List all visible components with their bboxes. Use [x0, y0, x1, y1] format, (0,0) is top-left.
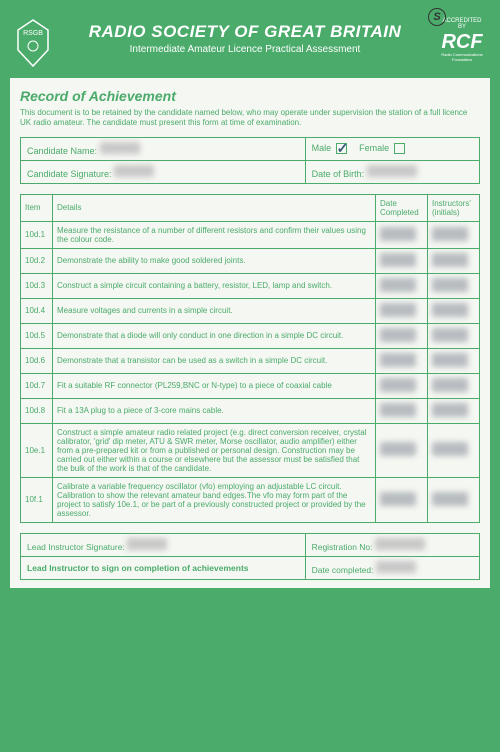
table-row: 10d.8Fit a 13A plug to a piece of 3-core…: [21, 398, 480, 423]
item-date: [376, 477, 428, 522]
item-initials: [428, 398, 480, 423]
table-row: 10f.1Calibrate a variable frequency osci…: [21, 477, 480, 522]
item-detail: Measure voltages and currents in a simpl…: [53, 298, 376, 323]
rcf-subtext: Radio Communications Foundation: [438, 52, 486, 62]
item-initials: [428, 248, 480, 273]
table-row: 10e.1Construct a simple amateur radio re…: [21, 423, 480, 477]
content-panel: Record of Achievement This document is t…: [10, 78, 490, 588]
item-initials: [428, 477, 480, 522]
dob-label: Date of Birth:: [312, 169, 365, 179]
redacted-lead-sig: [127, 538, 167, 550]
item-date: [376, 348, 428, 373]
lead-note: Lead Instructor to sign on completion of…: [21, 556, 306, 579]
item-detail: Construct a simple circuit containing a …: [53, 273, 376, 298]
table-row: 10d.4Measure voltages and currents in a …: [21, 298, 480, 323]
item-id: 10d.1: [21, 221, 53, 248]
item-id: 10d.5: [21, 323, 53, 348]
lead-sig-label: Lead Instructor Signature:: [27, 542, 125, 552]
male-checkbox[interactable]: [336, 143, 347, 154]
section-title: Record of Achievement: [20, 88, 480, 104]
item-initials: [428, 298, 480, 323]
item-date: [376, 323, 428, 348]
item-detail: Demonstrate the ability to make good sol…: [53, 248, 376, 273]
name-label: Candidate Name:: [27, 146, 97, 156]
header: RSGB RADIO SOCIETY OF GREAT BRITAIN Inte…: [0, 0, 500, 78]
rsgb-logo: RSGB: [14, 18, 52, 68]
item-id: 10d.7: [21, 373, 53, 398]
svg-text:RSGB: RSGB: [23, 30, 43, 37]
item-date: [376, 398, 428, 423]
table-row: 10d.1Measure the resistance of a number …: [21, 221, 480, 248]
signature-label: Candidate Signature:: [27, 169, 112, 179]
item-detail: Demonstrate that a diode will only condu…: [53, 323, 376, 348]
intro-text: This document is to be retained by the c…: [20, 108, 480, 129]
item-id: 10d.8: [21, 398, 53, 423]
item-date: [376, 273, 428, 298]
table-row: 10d.3Construct a simple circuit containi…: [21, 273, 480, 298]
item-detail: Measure the resistance of a number of di…: [53, 221, 376, 248]
redacted-reg-no: [375, 538, 425, 550]
candidate-info-table: Candidate Name: Male Female Candidate Si…: [20, 137, 480, 184]
item-id: 10f.1: [21, 477, 53, 522]
rcf-logo: ACCREDITED BY RCF Radio Communications F…: [438, 18, 486, 62]
header-title: RADIO SOCIETY OF GREAT BRITAIN: [60, 22, 430, 42]
item-detail: Construct a simple amateur radio related…: [53, 423, 376, 477]
item-detail: Demonstrate that a transistor can be use…: [53, 348, 376, 373]
item-id: 10d.4: [21, 298, 53, 323]
item-initials: [428, 373, 480, 398]
table-row: 10d.2Demonstrate the ability to make goo…: [21, 248, 480, 273]
item-initials: [428, 423, 480, 477]
item-initials: [428, 323, 480, 348]
table-row: 10d.6Demonstrate that a transistor can b…: [21, 348, 480, 373]
item-detail: Fit a 13A plug to a piece of 3-core main…: [53, 398, 376, 423]
male-label: Male: [312, 143, 332, 153]
redacted-signature: [114, 165, 154, 177]
header-details: Details: [53, 194, 376, 221]
table-row: 10d.7Fit a suitable RF connector (PL259,…: [21, 373, 480, 398]
table-row: 10d.5Demonstrate that a diode will only …: [21, 323, 480, 348]
item-date: [376, 373, 428, 398]
reg-no-label: Registration No:: [312, 542, 373, 552]
redacted-dob: [367, 165, 417, 177]
item-initials: [428, 221, 480, 248]
handwritten-circled-s: S: [428, 8, 446, 26]
item-date: [376, 298, 428, 323]
item-date: [376, 221, 428, 248]
female-label: Female: [359, 143, 389, 153]
header-date: Date Completed: [376, 194, 428, 221]
item-detail: Calibrate a variable frequency oscillato…: [53, 477, 376, 522]
item-id: 10d.3: [21, 273, 53, 298]
item-detail: Fit a suitable RF connector (PL259,BNC o…: [53, 373, 376, 398]
header-item: Item: [21, 194, 53, 221]
footer-table: Lead Instructor Signature: Registration …: [20, 533, 480, 580]
item-id: 10e.1: [21, 423, 53, 477]
header-initials: Instructors' (initials): [428, 194, 480, 221]
item-date: [376, 248, 428, 273]
item-date: [376, 423, 428, 477]
redacted-date-completed: [376, 561, 416, 573]
date-completed-label: Date completed:: [312, 565, 374, 575]
female-checkbox[interactable]: [394, 143, 405, 154]
rcf-text: RCF: [438, 32, 486, 52]
item-initials: [428, 273, 480, 298]
header-text: RADIO SOCIETY OF GREAT BRITAIN Intermedi…: [60, 18, 430, 55]
header-subtitle: Intermediate Amateur Licence Practical A…: [60, 44, 430, 55]
item-id: 10d.2: [21, 248, 53, 273]
redacted-name: [100, 142, 140, 154]
item-id: 10d.6: [21, 348, 53, 373]
items-table: Item Details Date Completed Instructors'…: [20, 194, 480, 523]
item-initials: [428, 348, 480, 373]
